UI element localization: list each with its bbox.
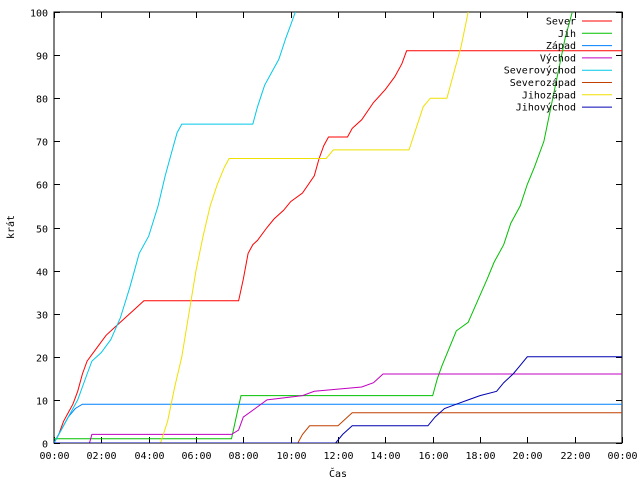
y-tick-label: 30	[36, 311, 48, 322]
series-line-5	[54, 412, 622, 443]
y-tick-label: 70	[36, 138, 48, 149]
legend-label-5: Severozápad	[510, 77, 576, 89]
x-tick-label: 14:00	[370, 451, 400, 462]
x-tick-label: 12:00	[323, 451, 353, 462]
y-tick-label: 80	[36, 95, 48, 106]
x-axis-label: Čas	[329, 467, 347, 480]
x-tick-label: 04:00	[134, 451, 164, 462]
legend-label-7: Jihovýchod	[516, 102, 576, 114]
series-line-1	[54, 12, 573, 440]
x-tick-label: 02:00	[86, 451, 116, 462]
legend-label-6: Jihozápad	[522, 89, 576, 101]
x-tick-label: 16:00	[418, 451, 448, 462]
series-layer	[54, 12, 622, 443]
y-tick-label: 10	[36, 397, 48, 408]
x-tick-label: 08:00	[228, 451, 258, 462]
series-line-4	[54, 12, 296, 443]
y-tick-label: 50	[36, 225, 48, 236]
x-tick-label: 22:00	[560, 451, 590, 462]
y-tick-label: 90	[36, 52, 48, 63]
x-tick-label: 18:00	[465, 451, 495, 462]
x-tick-label: 10:00	[276, 451, 306, 462]
y-axis-label: krát	[5, 215, 17, 239]
series-line-7	[54, 356, 622, 443]
x-tick-label: 06:00	[181, 451, 211, 462]
y-tick-label: 0	[42, 440, 48, 451]
legend: SeverJihZápadVýchodSeverovýchodSeverozáp…	[504, 17, 612, 114]
legend-label-1: Jih	[558, 29, 576, 40]
y-tick-label: 100	[30, 9, 48, 20]
legend-label-3: Východ	[540, 52, 576, 64]
legend-label-2: Západ	[546, 40, 576, 52]
series-line-0	[54, 50, 622, 443]
y-tick-label: 60	[36, 181, 48, 192]
series-line-6	[54, 12, 469, 443]
x-tick-label: 00:00	[39, 451, 69, 462]
x-tick-label: 20:00	[512, 451, 542, 462]
y-tick-label: 20	[36, 354, 48, 365]
legend-label-0: Sever	[546, 17, 576, 28]
legend-label-4: Severovýchod	[504, 65, 576, 77]
y-tick-label: 40	[36, 268, 48, 279]
series-line-3	[54, 373, 622, 443]
x-tick-label: 00:00	[607, 451, 637, 462]
tick-layer: 0 10 20 30 40 50 60 70 80 90 100 00:00 02:00 04:00 06:…	[30, 9, 638, 463]
